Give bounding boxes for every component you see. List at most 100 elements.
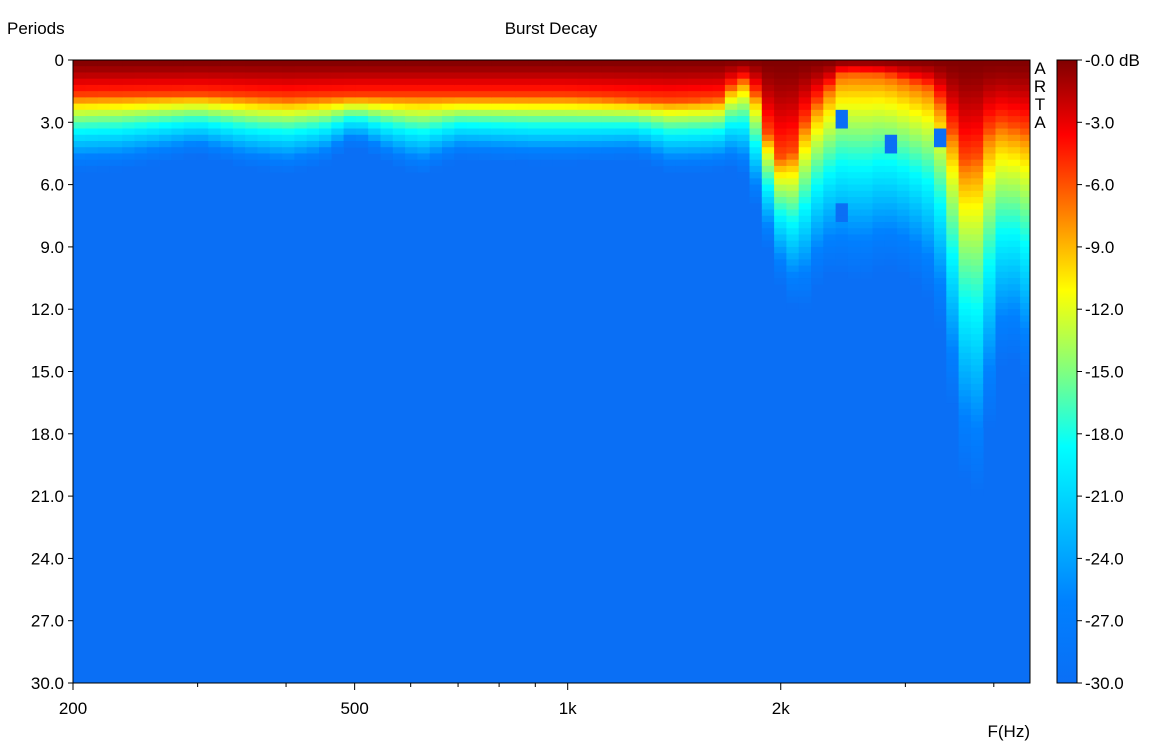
heatmap-cell xyxy=(970,178,984,185)
heatmap-cell xyxy=(638,116,652,123)
heatmap-cell xyxy=(319,153,332,161)
heatmap-cell xyxy=(847,78,861,86)
heatmap-cell xyxy=(405,165,418,173)
heatmap-cell xyxy=(380,60,394,67)
heatmap-cell xyxy=(319,60,332,67)
heatmap-cell xyxy=(700,66,713,73)
heatmap-cell xyxy=(921,278,935,285)
heatmap-cell xyxy=(208,66,221,73)
heatmap-cell xyxy=(835,203,849,210)
heatmap-cell xyxy=(872,66,886,73)
heatmap-cell xyxy=(897,203,910,210)
heatmap-cell xyxy=(958,203,972,210)
heatmap-cell xyxy=(454,128,467,136)
heatmap-cell xyxy=(294,78,308,86)
heatmap-cell xyxy=(737,109,750,117)
heatmap-cell xyxy=(934,178,947,185)
heatmap-cell xyxy=(934,259,947,266)
heatmap-cell xyxy=(774,240,787,248)
heatmap-cell xyxy=(983,390,996,397)
heatmap-cell xyxy=(515,159,529,167)
heatmap-cell xyxy=(724,84,738,92)
heatmap-cell xyxy=(73,134,86,142)
heatmap-cell xyxy=(319,103,332,111)
heatmap-cell xyxy=(257,72,271,80)
heatmap-cell xyxy=(970,116,984,123)
heatmap-cell xyxy=(934,240,947,248)
heatmap-cell xyxy=(614,72,627,80)
heatmap-cell xyxy=(319,91,332,98)
heatmap-cell xyxy=(835,66,849,73)
heatmap-cell xyxy=(589,66,603,73)
heatmap-cell xyxy=(294,159,308,167)
heatmap-cell xyxy=(811,215,824,223)
heatmap-cell xyxy=(958,371,972,379)
heatmap-cell xyxy=(540,122,554,129)
heatmap-cell xyxy=(983,271,996,279)
heatmap-cell xyxy=(995,78,1009,86)
heatmap-cell xyxy=(970,203,984,210)
heatmap-cell xyxy=(638,147,652,154)
heatmap-cell xyxy=(958,284,972,291)
heatmap-cell xyxy=(983,84,996,92)
heatmap-cell xyxy=(1020,334,1031,341)
heatmap-cell xyxy=(983,91,996,98)
heatmap-cell xyxy=(282,66,295,73)
heatmap-cell xyxy=(159,116,172,123)
heatmap-cell xyxy=(429,134,443,142)
heatmap-cell xyxy=(995,159,1009,167)
heatmap-cell xyxy=(823,134,836,142)
heatmap-cell xyxy=(860,197,873,204)
heatmap-cell xyxy=(614,91,627,98)
colorbar-ticks: -0.0 dB-3.0-6.0-9.0-12.0-15.0-18.0-21.0-… xyxy=(1077,51,1140,693)
heatmap-cell xyxy=(331,147,344,154)
heatmap-cell xyxy=(146,66,160,73)
heatmap-cell xyxy=(823,228,836,235)
heatmap-cell xyxy=(380,116,394,123)
heatmap-cell xyxy=(1020,352,1031,360)
heatmap-cell xyxy=(196,60,209,67)
heatmap-cell xyxy=(196,97,209,105)
heatmap-cell xyxy=(368,116,381,123)
heatmap-cell xyxy=(724,134,738,142)
heatmap-cell xyxy=(970,440,984,447)
heatmap-cell xyxy=(884,259,898,266)
heatmap-cell xyxy=(958,464,972,472)
heatmap-cell xyxy=(909,172,923,179)
heatmap-cell xyxy=(786,116,800,123)
heatmap-cell xyxy=(786,284,800,291)
heatmap-cell xyxy=(466,128,480,136)
heatmap-cell xyxy=(442,84,455,92)
heatmap-cell xyxy=(724,116,738,123)
heatmap-cell xyxy=(786,165,800,173)
heatmap-cell xyxy=(958,365,972,372)
heatmap-cell xyxy=(761,153,775,161)
heatmap-cell xyxy=(946,271,959,279)
heatmap-cell xyxy=(688,116,701,123)
heatmap-cell xyxy=(934,72,947,80)
heatmap-cell xyxy=(798,122,812,129)
heatmap-cell xyxy=(958,327,972,335)
heatmap-cell xyxy=(946,190,959,198)
heatmap-cell xyxy=(552,109,566,117)
heatmap-cell xyxy=(811,209,824,217)
heatmap-cell xyxy=(331,128,344,136)
heatmap-cell xyxy=(909,190,923,198)
heatmap-cell xyxy=(724,165,738,173)
heatmap-cell xyxy=(786,147,800,154)
heatmap-cell xyxy=(601,72,615,80)
heatmap-cell xyxy=(921,78,935,86)
heatmap-cell xyxy=(503,60,517,67)
heatmap-cell xyxy=(860,184,873,192)
heatmap-cell xyxy=(970,209,984,217)
heatmap-cell xyxy=(835,78,849,86)
heatmap-cell xyxy=(368,134,381,142)
heatmap-cell xyxy=(934,165,947,173)
heatmap-cell xyxy=(675,116,689,123)
heatmap-cell xyxy=(626,103,640,111)
heatmap-cell xyxy=(749,140,763,148)
heatmap-cell xyxy=(811,228,824,235)
heatmap-cell xyxy=(958,240,972,248)
heatmap-cell xyxy=(183,128,197,136)
heatmap-cell xyxy=(811,190,824,198)
